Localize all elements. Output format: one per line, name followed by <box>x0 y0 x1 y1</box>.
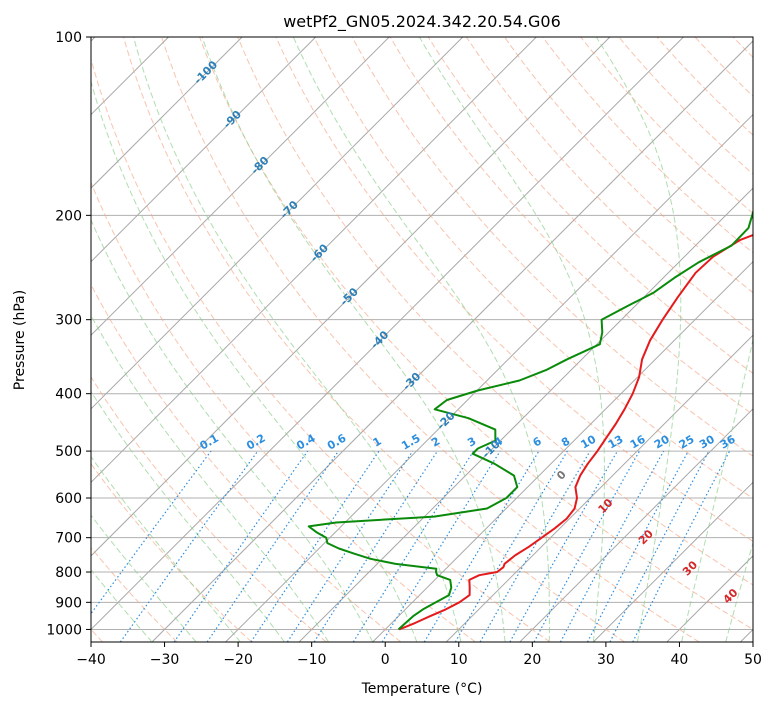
y-tick-label: 800 <box>55 565 82 581</box>
y-axis-label: Pressure (hPa) <box>12 290 28 390</box>
x-axis-label: Temperature (°C) <box>361 681 483 697</box>
x-tick-label: 50 <box>744 652 762 668</box>
x-tick-label: −30 <box>150 652 180 668</box>
y-tick-label: 1000 <box>46 622 82 638</box>
y-tick-label: 900 <box>55 595 82 611</box>
y-tick-label: 200 <box>55 208 82 224</box>
y-tick-label: 500 <box>55 444 82 460</box>
y-tick-label: 100 <box>55 30 82 46</box>
x-tick-label: 0 <box>381 652 390 668</box>
x-tick-label: −10 <box>297 652 327 668</box>
x-tick-label: −20 <box>223 652 253 668</box>
y-tick-label: 300 <box>55 313 82 329</box>
chart-title: wetPf2_GN05.2024.342.20.54.G06 <box>283 12 561 32</box>
x-tick-label: 30 <box>597 652 615 668</box>
x-tick-label: 40 <box>671 652 689 668</box>
y-tick-label: 700 <box>55 531 82 547</box>
x-tick-label: 10 <box>450 652 468 668</box>
x-tick-label: 20 <box>523 652 541 668</box>
y-tick-label: 400 <box>55 387 82 403</box>
x-tick-label: −40 <box>76 652 106 668</box>
y-tick-label: 600 <box>55 491 82 507</box>
